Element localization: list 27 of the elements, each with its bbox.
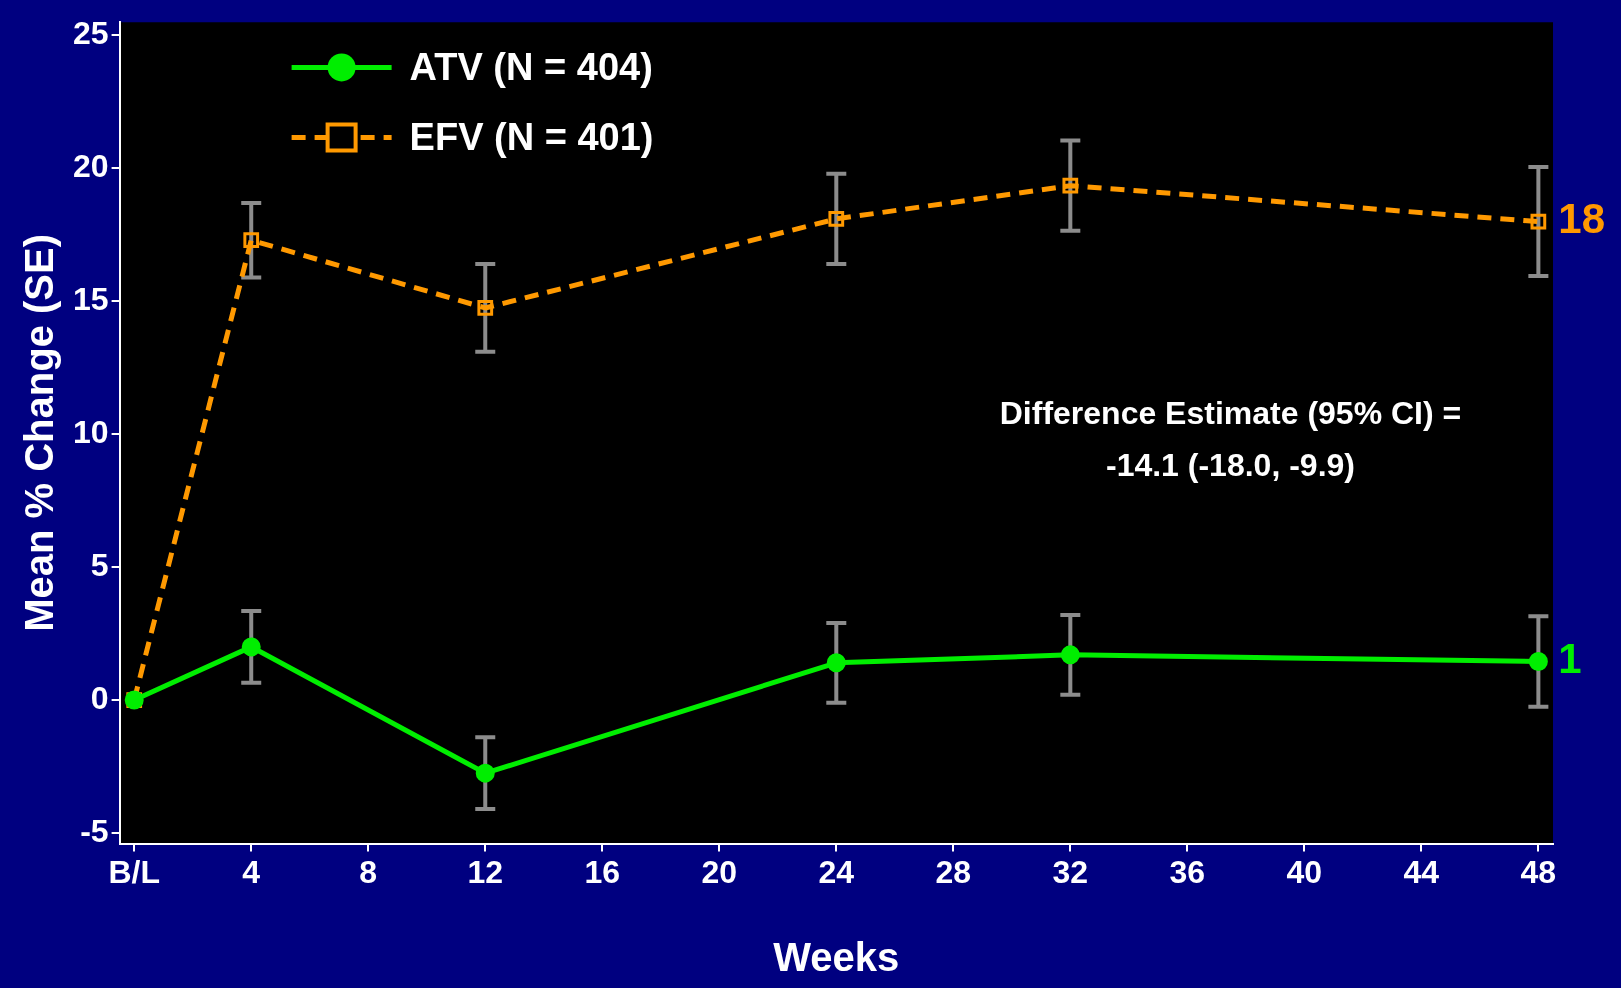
x-tick-label: 8 xyxy=(359,853,378,890)
x-tick-label: 4 xyxy=(242,853,261,890)
y-tick-label: 5 xyxy=(90,546,109,583)
x-tick-label: B/L xyxy=(108,853,160,890)
legend-label: EFV (N = 401) xyxy=(409,115,654,158)
y-tick-label: 25 xyxy=(73,15,109,52)
x-tick-label: 32 xyxy=(1052,853,1089,890)
x-tick-label: 16 xyxy=(584,853,621,890)
y-tick-label: 15 xyxy=(73,281,109,318)
x-tick-label: 20 xyxy=(701,853,738,890)
annotation: 1 xyxy=(1558,635,1582,683)
y-tick-label: -5 xyxy=(80,812,109,849)
x-tick-label: 48 xyxy=(1520,853,1557,890)
y-tick-label: 10 xyxy=(73,414,109,451)
annotation: 18 xyxy=(1558,195,1606,243)
annotation: Difference Estimate (95% CI) = -14.1 (-18.0, -9.9) xyxy=(999,395,1462,484)
x-axis-title: Weeks xyxy=(773,935,900,980)
x-tick-label: 44 xyxy=(1403,853,1440,890)
x-tick-label: 24 xyxy=(818,853,855,890)
legend-label: ATV (N = 404) xyxy=(409,45,653,88)
x-tick-label: 36 xyxy=(1169,853,1206,890)
x-tick-label: 40 xyxy=(1286,853,1323,890)
y-axis-title: Mean % Change (SE) xyxy=(17,233,62,632)
y-tick-label: 0 xyxy=(90,679,109,716)
y-tick-label: 20 xyxy=(73,148,109,185)
x-tick-label: 28 xyxy=(935,853,972,890)
x-tick-label: 12 xyxy=(467,853,504,890)
